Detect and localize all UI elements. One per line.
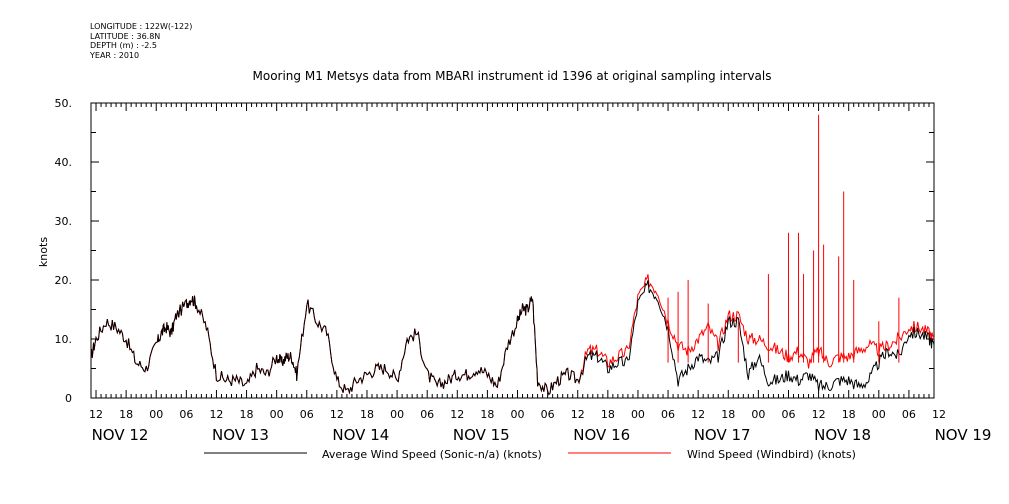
- x-hour-label: 18: [721, 408, 735, 421]
- series-line-average-wind-speed: [90, 280, 935, 396]
- x-hour-label: 06: [661, 408, 675, 421]
- x-hour-label: 18: [842, 408, 856, 421]
- legend-label-average: Average Wind Speed (Sonic-n/a) (knots): [322, 448, 542, 461]
- x-day-label: NOV 18: [814, 426, 871, 444]
- latitude-text: LATITUDE : 36.8N: [90, 31, 161, 41]
- x-day-label: NOV 19: [935, 426, 992, 444]
- x-day-label: NOV 12: [92, 426, 149, 444]
- year-text: YEAR : 2010: [90, 50, 140, 60]
- longitude-text: LONGITUDE : 122W(-122): [90, 22, 193, 31]
- y-axis-label: knots: [37, 237, 50, 267]
- mooring-metadata: LONGITUDE : 122W(-122) LATITUDE : 36.8N …: [90, 22, 192, 60]
- x-hour-label: 00: [270, 408, 284, 421]
- x-hour-label: 12: [812, 408, 826, 421]
- x-hour-label: 12: [571, 408, 585, 421]
- x-day-label: NOV 13: [212, 426, 269, 444]
- plot-frame: [90, 102, 935, 399]
- y-tick-label: 30.: [55, 215, 73, 228]
- x-hour-label: 18: [240, 408, 254, 421]
- x-day-label: NOV 16: [573, 426, 630, 444]
- x-hour-label: 12: [89, 408, 103, 421]
- x-hour-label: 12: [932, 408, 946, 421]
- x-hour-label: 18: [601, 408, 615, 421]
- x-day-label: NOV 15: [453, 426, 510, 444]
- x-hour-label: 06: [902, 408, 916, 421]
- y-tick-label: 0: [65, 392, 72, 405]
- x-hour-label: 00: [511, 408, 525, 421]
- x-hour-label: 00: [872, 408, 886, 421]
- x-hour-label: 00: [751, 408, 765, 421]
- x-hour-label: 06: [420, 408, 434, 421]
- legend-label-windbird: Wind Speed (Windbird) (knots): [687, 448, 856, 461]
- x-day-label: NOV 17: [694, 426, 751, 444]
- y-tick-label: 50.: [55, 97, 73, 110]
- x-hour-label: 06: [300, 408, 314, 421]
- axes-group: 0 10. 20. 30. 40. 50. 12 18 00 06 12 18 00 06 12 18 00 06…: [55, 97, 992, 444]
- x-hour-label: 12: [330, 408, 344, 421]
- x-hour-label: 12: [209, 408, 223, 421]
- x-hour-label: 18: [480, 408, 494, 421]
- x-hour-label: 00: [149, 408, 163, 421]
- x-day-label: NOV 14: [332, 426, 389, 444]
- x-hour-label: 12: [450, 408, 464, 421]
- x-hour-label: 12: [691, 408, 705, 421]
- y-tick-label: 10.: [55, 333, 73, 346]
- x-hour-label: 00: [631, 408, 645, 421]
- x-hour-label: 18: [119, 408, 133, 421]
- x-hour-label: 06: [179, 408, 193, 421]
- legend: Average Wind Speed (Sonic-n/a) (knots) W…: [204, 448, 856, 461]
- depth-text: DEPTH (m) : -2.5: [90, 41, 157, 50]
- x-hour-label: 06: [541, 408, 555, 421]
- x-hour-label: 06: [781, 408, 795, 421]
- series-layer: [90, 114, 935, 396]
- x-hour-label: 18: [360, 408, 374, 421]
- y-tick-label: 40.: [55, 156, 73, 169]
- x-hour-label: 00: [390, 408, 404, 421]
- y-tick-label: 20.: [55, 274, 73, 287]
- chart-title: Mooring M1 Metsys data from MBARI instru…: [253, 69, 772, 83]
